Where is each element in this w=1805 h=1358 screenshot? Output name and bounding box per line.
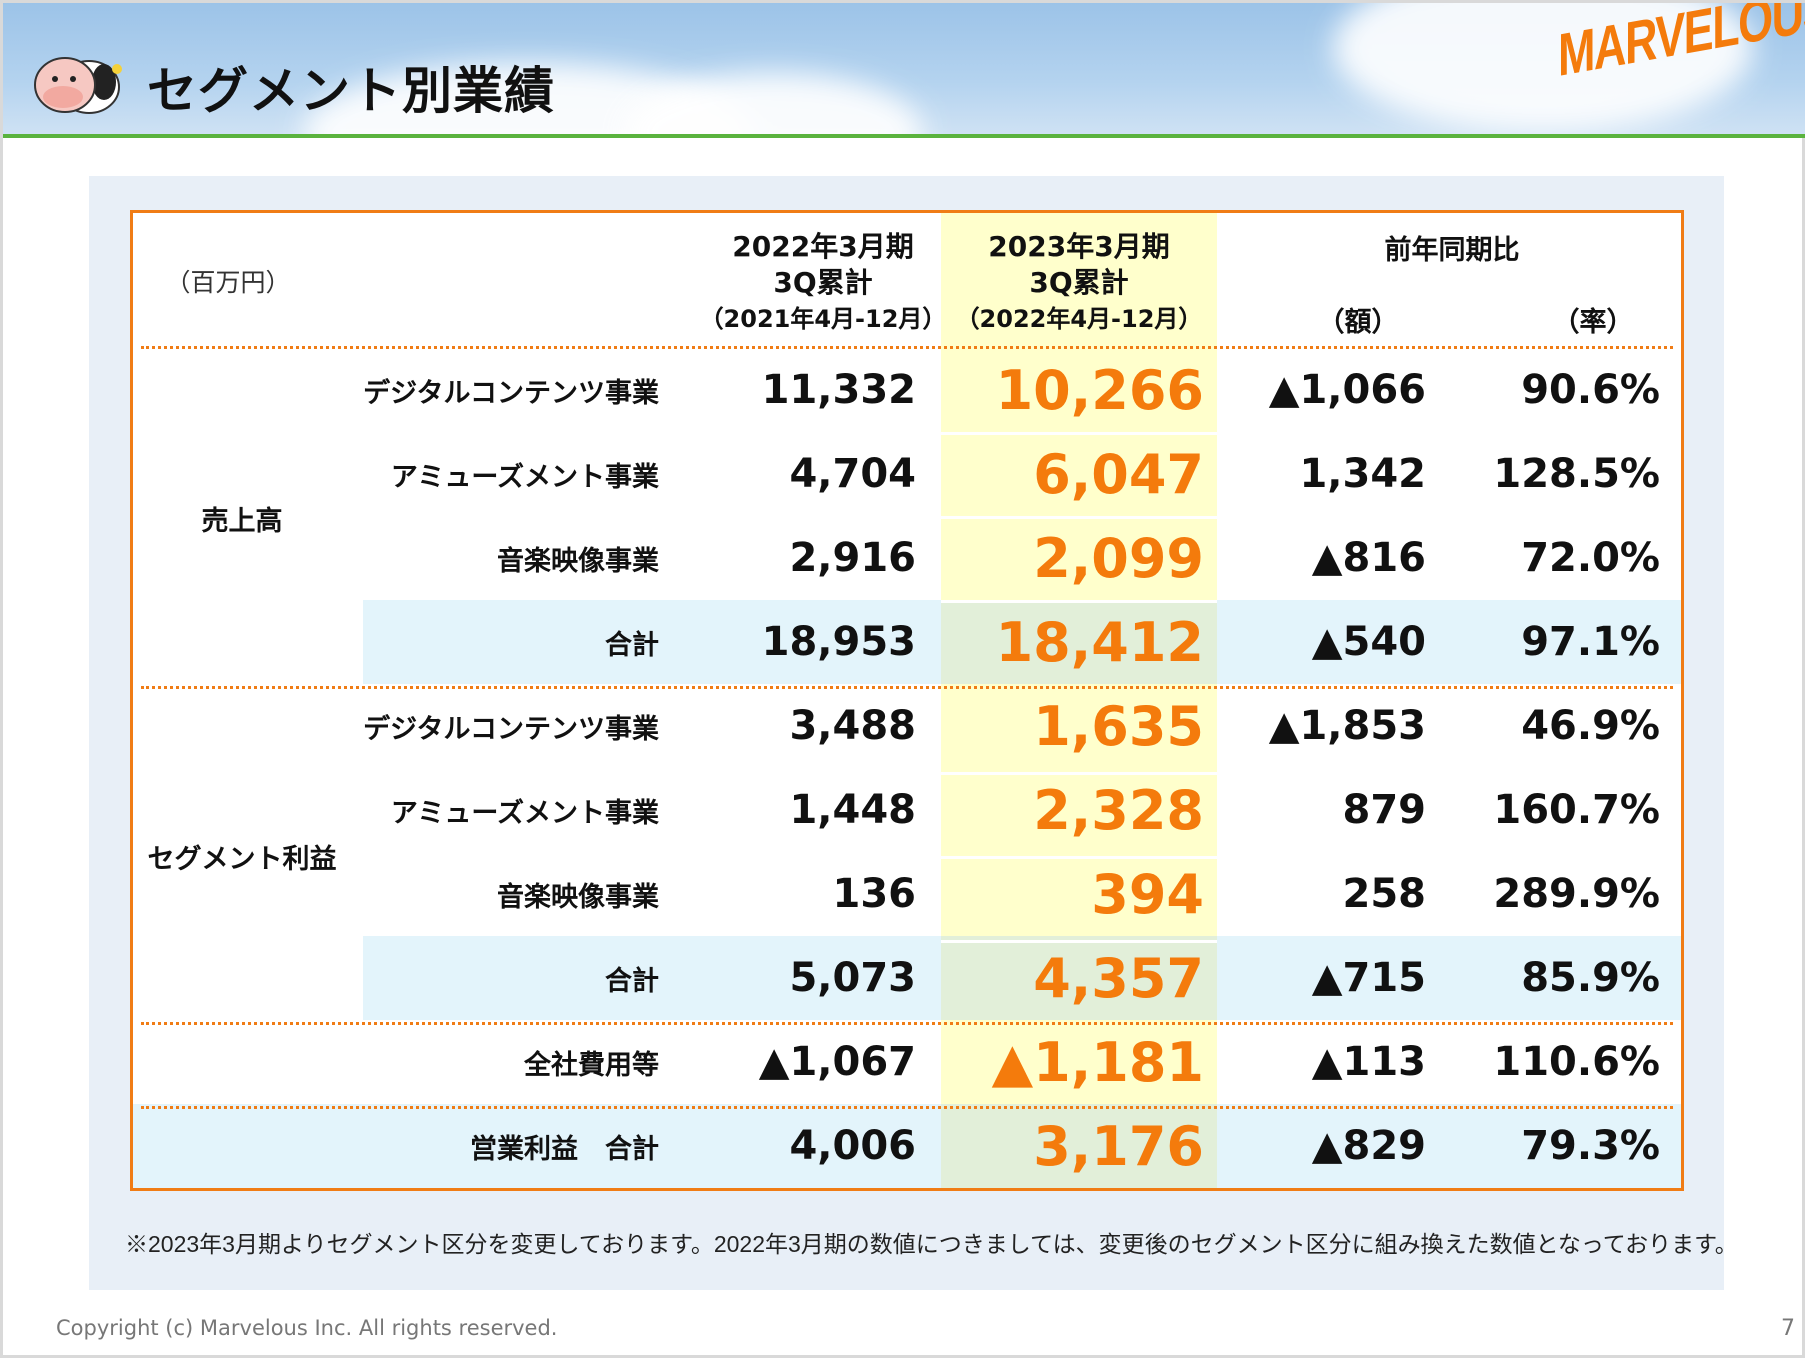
row-separator — [941, 432, 1217, 435]
prev-range-label: （2021年4月-12月） — [699, 305, 947, 333]
prev-value: 11,332 — [761, 367, 916, 413]
row-label: 合計 — [605, 965, 659, 997]
header-divider — [3, 134, 1805, 138]
prev-value: 2,916 — [789, 535, 916, 581]
yoy-amount: 1,342 — [1299, 451, 1426, 497]
copyright: Copyright (c) Marvelous Inc. All rights … — [56, 1316, 558, 1340]
yoy-rate: 289.9% — [1493, 871, 1660, 917]
prev-value: ▲1,067 — [758, 1039, 916, 1085]
curr-value: 1,635 — [1033, 694, 1204, 758]
curr-value: 394 — [1091, 862, 1204, 926]
prev-value: 4,704 — [789, 451, 916, 497]
yoy-amount: ▲113 — [1311, 1039, 1426, 1085]
prev-value: 18,953 — [761, 619, 916, 665]
row-separator — [941, 940, 1217, 943]
curr-period-label: 2023年3月期 — [988, 230, 1170, 263]
row-label: アミューズメント事業 — [390, 797, 659, 829]
row-separator — [941, 516, 1217, 519]
dotted-divider — [141, 1106, 1673, 1109]
yoy-amount: 879 — [1342, 787, 1427, 833]
prev-period-label: 2022年3月期 — [732, 230, 914, 263]
prev-value: 5,073 — [789, 955, 916, 1001]
curr-value: 6,047 — [1033, 442, 1204, 506]
curr-value: 10,266 — [995, 358, 1204, 422]
row-label: 音楽映像事業 — [497, 545, 659, 577]
yoy-rate: 128.5% — [1493, 451, 1660, 497]
dotted-divider — [141, 346, 1673, 349]
yoy-amount: ▲540 — [1311, 619, 1426, 665]
yoy-amount: ▲715 — [1311, 955, 1426, 1001]
total-row-background — [133, 1104, 1681, 1188]
yoy-amount: ▲829 — [1311, 1123, 1426, 1169]
prev-cumulative-label: 3Q累計 — [773, 266, 873, 299]
curr-value: 3,176 — [1033, 1114, 1204, 1178]
curr-value: 2,328 — [1033, 778, 1204, 842]
highlight-total-cell — [941, 600, 1217, 684]
row-label: アミューズメント事業 — [390, 461, 659, 493]
dotted-divider — [141, 1022, 1673, 1025]
row-separator — [941, 600, 1217, 603]
highlight-total-cell — [941, 1104, 1217, 1188]
segment-results-table: （百万円） 2022年3月期 3Q累計 （2021年4月-12月） 2023年3… — [130, 210, 1684, 1191]
amount-header: （額） — [1317, 306, 1399, 338]
group-label-sales: 売上高 — [201, 505, 283, 537]
column-header-prev: 2022年3月期 3Q累計 （2021年4月-12月） — [693, 230, 953, 333]
yoy-rate: 160.7% — [1493, 787, 1660, 833]
page-number: 7 — [1781, 1316, 1795, 1341]
footnote: ※2023年3月期よりセグメント区分を変更しております。2022年3月期の数値に… — [125, 1231, 1738, 1257]
group-label-segment-profit: セグメント利益 — [147, 843, 337, 875]
page-title: セグメント別業績 — [147, 62, 555, 120]
prev-value: 1,448 — [789, 787, 916, 833]
prev-value: 136 — [832, 871, 917, 917]
yoy-amount: ▲1,066 — [1268, 367, 1426, 413]
row-separator — [941, 856, 1217, 859]
rate-header: （率） — [1552, 306, 1634, 338]
yoy-rate: 46.9% — [1521, 703, 1660, 749]
row-label: 合計 — [605, 629, 659, 661]
yoy-rate: 97.1% — [1521, 619, 1660, 665]
row-label: 音楽映像事業 — [497, 881, 659, 913]
yoy-rate: 85.9% — [1521, 955, 1660, 1001]
highlight-total-cell — [941, 936, 1217, 1020]
column-header-curr: 2023年3月期 3Q累計 （2022年4月-12月） — [941, 230, 1217, 333]
row-label: 全社費用等 — [524, 1049, 659, 1081]
yoy-rate: 110.6% — [1493, 1039, 1660, 1085]
unit-label: （百万円） — [165, 267, 291, 297]
current-period-highlight — [941, 213, 1217, 1188]
yoy-amount: 258 — [1342, 871, 1427, 917]
curr-value: 18,412 — [995, 610, 1204, 674]
cow-mascot-icon — [34, 57, 122, 114]
prev-value: 3,488 — [789, 703, 916, 749]
curr-value: 4,357 — [1033, 946, 1204, 1010]
row-label: デジタルコンテンツ事業 — [363, 377, 659, 409]
yoy-rate: 79.3% — [1521, 1123, 1660, 1169]
slide-header: セグメント別業績 MARVELOUS! — [3, 3, 1805, 135]
curr-range-label: （2022年4月-12月） — [955, 305, 1203, 333]
curr-value: 2,099 — [1033, 526, 1204, 590]
yoy-rate: 90.6% — [1521, 367, 1660, 413]
row-label: デジタルコンテンツ事業 — [363, 713, 659, 745]
curr-cumulative-label: 3Q累計 — [1029, 266, 1129, 299]
dotted-divider — [141, 686, 1673, 689]
yoy-amount: ▲1,853 — [1268, 703, 1426, 749]
row-label: 営業利益 合計 — [470, 1133, 659, 1165]
curr-value: ▲1,181 — [991, 1030, 1204, 1094]
row-separator — [941, 772, 1217, 775]
prev-value: 4,006 — [789, 1123, 916, 1169]
yoy-amount: ▲816 — [1311, 535, 1426, 581]
yoy-rate: 72.0% — [1521, 535, 1660, 581]
yoy-header: 前年同期比 — [1384, 234, 1520, 266]
